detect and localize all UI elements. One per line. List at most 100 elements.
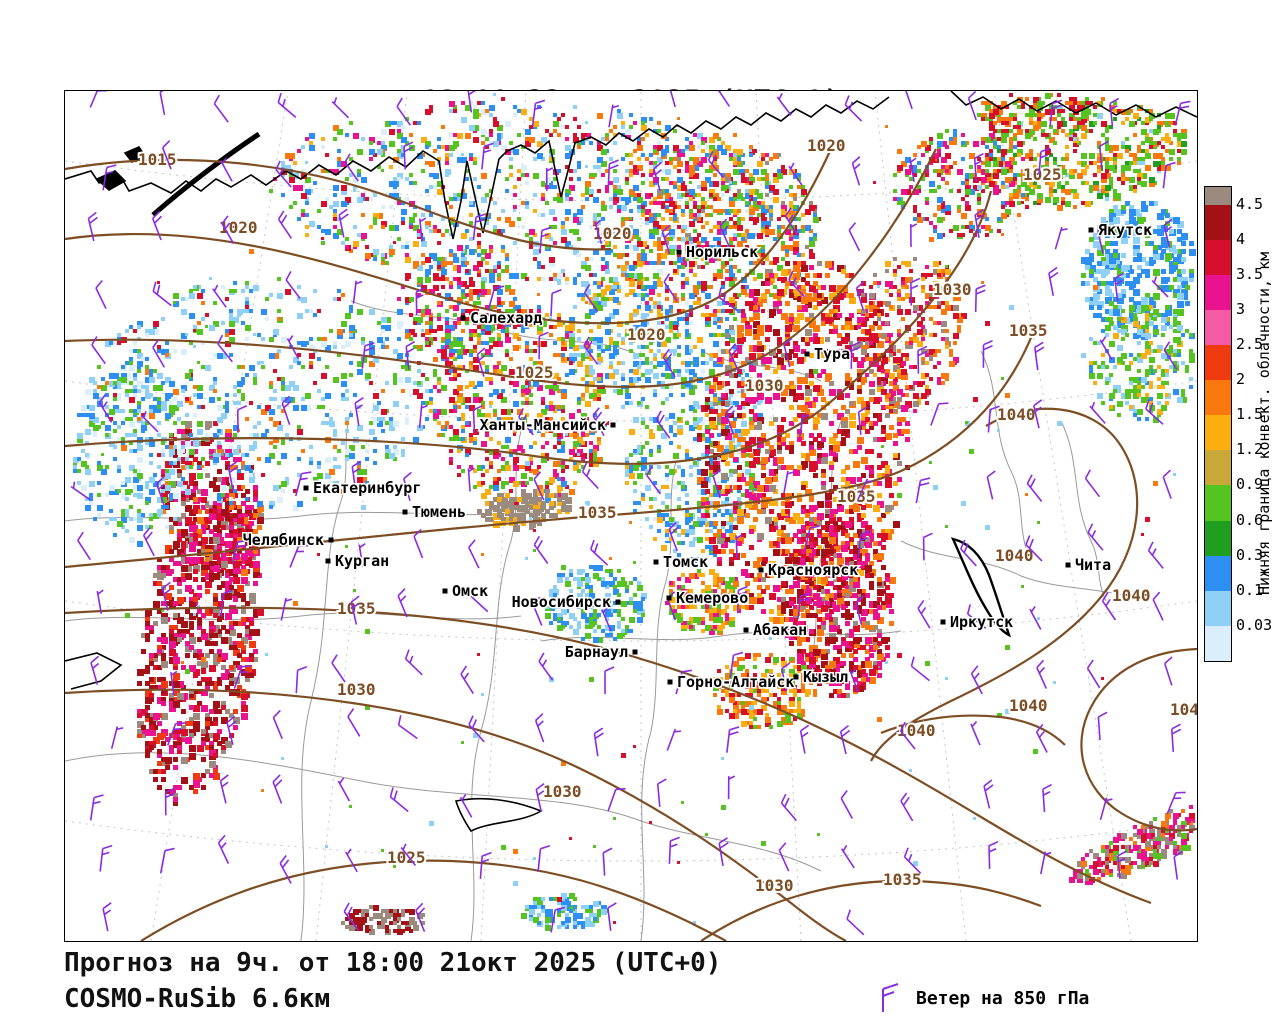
isobar-label: 1035: [837, 487, 876, 506]
city-marker: [303, 485, 309, 491]
wind-barb: [470, 586, 489, 613]
wind-barb: [970, 721, 981, 746]
city: Кемерово: [666, 588, 750, 609]
isobar-label: 1040: [995, 546, 1034, 565]
wind-barb: [481, 142, 494, 170]
isobar-label: 1015: [138, 150, 177, 169]
colorbar-segment: [1205, 274, 1231, 310]
wind-barb: [472, 405, 483, 434]
wind-barb: [850, 341, 861, 369]
wind-barb: [967, 91, 977, 121]
colorbar-segment: [1205, 450, 1231, 486]
city-label: Новосибирск: [512, 593, 611, 611]
city-label: Челябинск: [243, 531, 324, 549]
wind-barb: [220, 157, 233, 182]
city-label: Курган: [335, 552, 389, 570]
isobar-label: 1040: [897, 721, 936, 740]
wind-barb: [226, 715, 237, 746]
isobar-label: 1025: [515, 363, 554, 382]
wind-barb: [538, 652, 554, 681]
wind-barb: [479, 851, 492, 879]
legend-tick: 1.5: [1236, 405, 1264, 424]
wind-barb: [344, 153, 359, 182]
wind-barb: [295, 471, 312, 497]
wind-barb: [212, 284, 227, 308]
wind-barb: [840, 844, 855, 869]
wind-barb: [910, 277, 921, 306]
coastline: [65, 91, 1197, 833]
city-marker: [940, 619, 946, 625]
wind-barb: [87, 211, 98, 242]
wind-barb: [900, 792, 914, 822]
city: Тура: [804, 344, 852, 365]
wind-barb: [668, 836, 680, 864]
city: Тюмень: [402, 502, 468, 523]
city-marker: [793, 674, 799, 680]
cloud-base-field: [73, 93, 1196, 935]
isobar-label: 1040: [1112, 586, 1151, 605]
wind-barb: [917, 345, 928, 374]
wind-barb: [982, 340, 993, 368]
colorbar-segment: [1205, 520, 1231, 556]
wind-barb: [275, 160, 292, 188]
wind-barb: [1174, 100, 1191, 126]
wind-barb: [668, 521, 679, 552]
wind-barb: [718, 837, 729, 867]
wind-barb: [675, 669, 693, 695]
isobar-label: 1035: [578, 503, 617, 522]
wind-barb: [917, 599, 931, 629]
city-marker: [328, 537, 334, 543]
wind-barb: [1151, 276, 1169, 298]
wind-barb: [221, 215, 235, 245]
wind-barbs: [70, 91, 1191, 936]
city-marker: [1065, 562, 1071, 568]
wind-barb: [724, 405, 736, 435]
wind-barb: [1048, 266, 1059, 296]
wind-barb: [915, 477, 931, 504]
colorbar: [1204, 186, 1232, 662]
wind-barb: [607, 159, 619, 187]
city: Барнаул: [563, 642, 638, 663]
colorbar-segment: [1205, 590, 1231, 626]
wind-barb: [608, 104, 620, 128]
wind-barb: [707, 150, 725, 179]
wind-barb: [988, 840, 999, 869]
wind-barb: [974, 208, 985, 238]
wind-barb: [788, 162, 803, 186]
city-marker: [325, 558, 331, 564]
wind-barb: [840, 790, 854, 819]
wind-barb-icon: [882, 983, 899, 1012]
isobar-label: 1025: [387, 848, 426, 867]
wind-barb: [413, 528, 424, 559]
isobar-label: 1030: [543, 782, 582, 801]
city-label: Норильск: [686, 243, 758, 261]
wind-barb: [418, 404, 428, 428]
wind-barb: [846, 909, 865, 936]
colorbar-segment: [1205, 380, 1231, 416]
wind-barb: [655, 410, 671, 439]
wind-barb: [70, 481, 91, 501]
wind-barb: [607, 902, 617, 931]
lake-baikal: [950, 537, 1012, 638]
wind-barb: [1152, 591, 1164, 621]
city-label: Красноярск: [768, 561, 858, 579]
city-marker: [667, 679, 673, 685]
wind-barb: [970, 665, 983, 695]
wind-barb: [361, 342, 375, 369]
isobar-label: 1030: [755, 876, 794, 895]
wind-barb: [151, 210, 163, 241]
wind-barb: [583, 336, 599, 365]
wind-barb: [337, 777, 351, 802]
wind-barb: [728, 343, 740, 373]
wind-barb: [217, 334, 233, 363]
wind-barb: [142, 527, 155, 557]
wind-barb: [960, 539, 977, 567]
wind-barb: [910, 656, 930, 682]
wind-barb: [604, 666, 615, 694]
legend-tick: 2: [1236, 370, 1246, 389]
city-label: Екатеринбург: [313, 479, 421, 497]
wind-barb: [1035, 723, 1048, 753]
wind-barb: [590, 539, 609, 566]
city-marker: [666, 595, 672, 601]
wind-barb: [857, 530, 871, 558]
